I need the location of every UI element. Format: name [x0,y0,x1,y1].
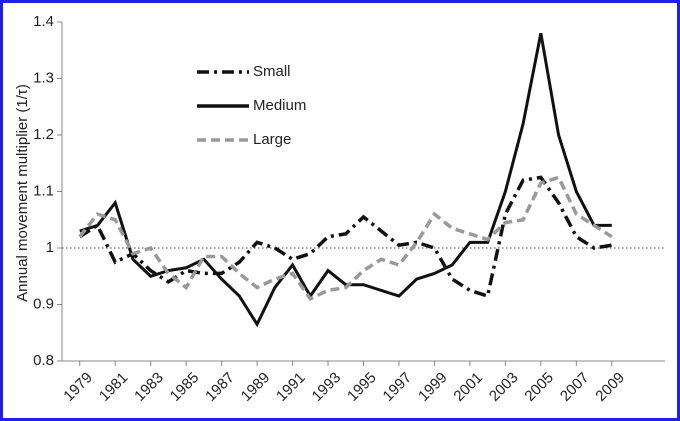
legend-label: Small [253,63,291,80]
y-tick-label: 0.9 [33,295,54,312]
series-line [78,175,613,302]
y-tick-label: 0.8 [33,352,54,369]
y-tick-label: 1 [46,239,54,256]
x-tick-label: 1991 [273,369,309,405]
legend-label: Medium [253,97,306,114]
x-tick-label: 1987 [202,369,238,405]
y-axis-label: Annual movement multiplier (1/τ) [14,84,31,302]
x-tick-label: 1989 [238,369,274,405]
x-tick-label: 2005 [521,369,557,405]
y-tick-label: 1.4 [33,13,54,30]
x-tick-label: 1995 [344,369,380,405]
chart: Annual movement multiplier (1/τ) 0.8 0.9 1… [14,13,665,405]
series-line [78,175,613,299]
y-tick-label: 1.3 [33,69,54,86]
x-tick-label: 2001 [450,369,486,405]
x-tick-label: 1993 [309,369,345,405]
x-tick-label: 1979 [60,369,96,405]
x-tick-label: 1981 [96,369,132,405]
y-tick-label: 1.1 [33,182,54,199]
y-tick-label: 1.2 [33,126,54,143]
x-tick-label: 2003 [486,369,522,405]
x-tick-label: 1983 [131,369,167,405]
x-tick-label: 2007 [557,369,593,405]
series-line [79,33,612,328]
x-tick-label: 1985 [167,369,203,405]
x-tick-label: 2009 [592,369,628,405]
legend-label: Large [253,131,291,148]
x-tick-label: 1999 [415,369,451,405]
x-tick-label: 1997 [380,369,416,405]
